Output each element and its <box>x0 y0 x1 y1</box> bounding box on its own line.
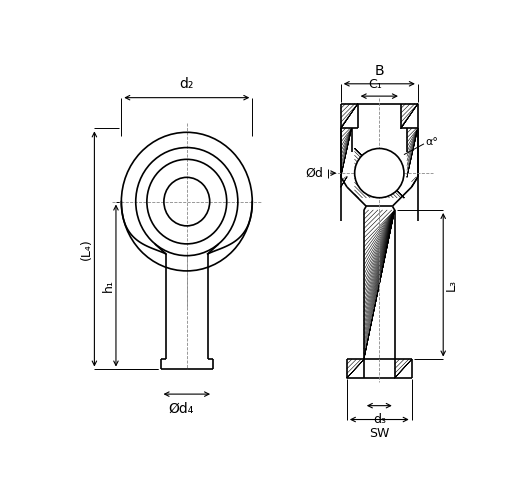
Text: C₁: C₁ <box>369 78 382 91</box>
Ellipse shape <box>354 148 404 198</box>
Text: B: B <box>375 64 384 77</box>
Text: SW: SW <box>369 427 389 440</box>
Text: L₃: L₃ <box>444 279 458 291</box>
Text: d₃: d₃ <box>373 413 386 426</box>
Text: α°: α° <box>425 138 439 147</box>
Text: Ød₄: Ød₄ <box>168 402 193 416</box>
Text: h₁: h₁ <box>102 279 115 292</box>
Text: Ød: Ød <box>305 167 323 179</box>
Text: (L₄): (L₄) <box>80 238 93 260</box>
Text: d₂: d₂ <box>180 77 194 92</box>
